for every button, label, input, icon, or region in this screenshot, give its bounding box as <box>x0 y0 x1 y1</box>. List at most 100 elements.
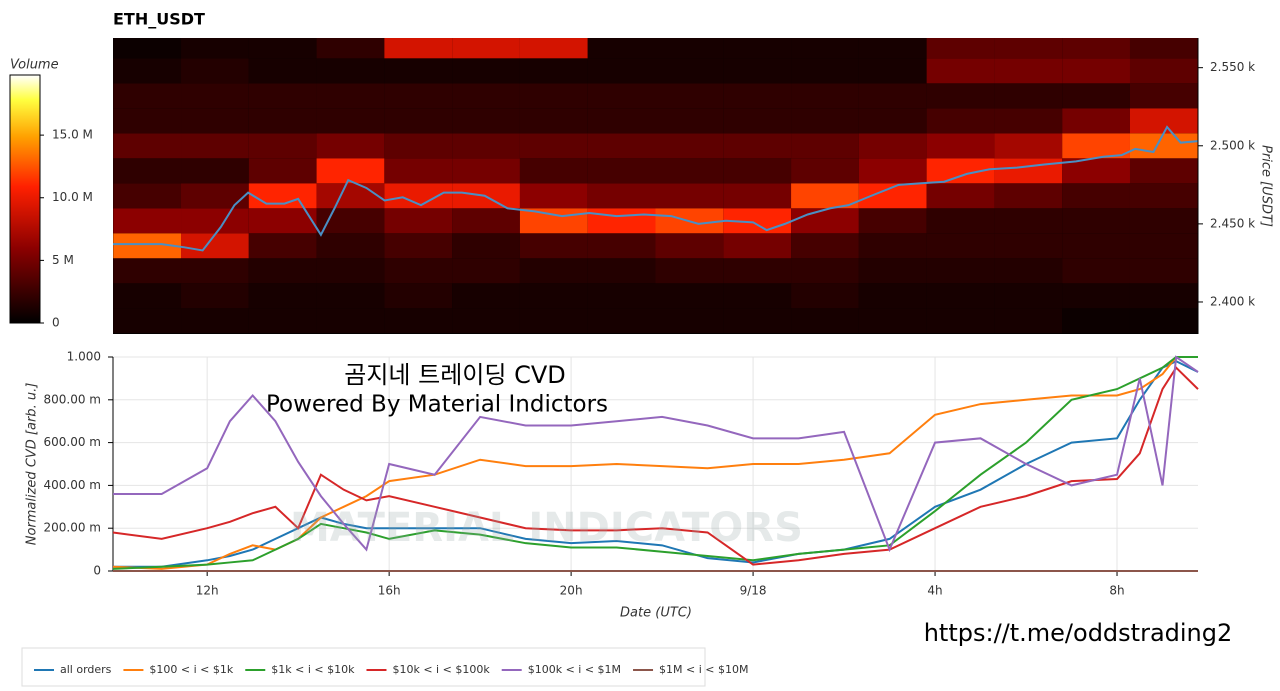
heat-cell <box>113 283 182 309</box>
heat-cell <box>791 83 859 109</box>
x-tick-label: 9/18 <box>740 584 767 598</box>
heat-cell <box>113 133 182 159</box>
heat-cell <box>994 308 1063 334</box>
heat-cell <box>248 108 317 134</box>
heat-cell <box>181 83 249 109</box>
heat-cell <box>1129 38 1198 59</box>
y-tick-label: 600.00 m <box>44 435 102 449</box>
x-axis-title: Date (UTC) <box>620 606 692 621</box>
x-tick-label: 8h <box>1109 584 1124 598</box>
heat-cell <box>1062 283 1130 309</box>
annotation: Powered By Material Indictors <box>266 392 608 418</box>
price-line <box>113 125 1199 252</box>
heat-cell <box>452 208 520 234</box>
heat-cell <box>994 208 1063 234</box>
heat-cell <box>1129 58 1198 84</box>
heat-cell <box>994 83 1063 109</box>
heat-cell <box>113 183 182 209</box>
heat-cell <box>723 133 792 159</box>
heat-cell <box>926 258 995 284</box>
heat-cell <box>926 183 995 209</box>
heat-cell <box>587 108 656 134</box>
heat-cell <box>723 83 792 109</box>
heat-cell <box>452 233 520 259</box>
heat-cell <box>587 233 656 259</box>
y-tick-label: 0 <box>93 564 101 578</box>
heat-cell <box>181 108 249 134</box>
heat-cell <box>723 283 792 309</box>
heat-cell <box>248 233 317 259</box>
heat-cell <box>316 38 385 59</box>
heat-cell <box>926 58 995 84</box>
heat-cell <box>926 233 995 259</box>
heat-cell <box>655 283 724 309</box>
heat-cell <box>791 233 859 259</box>
y-tick-label: 2.400 k <box>1210 294 1255 308</box>
heat-cell <box>723 258 792 284</box>
heat-cell <box>1062 183 1130 209</box>
heat-cell <box>452 258 520 284</box>
heat-cell <box>926 208 995 234</box>
y-axis-title: Normalized CVD [arb. u.] <box>25 383 40 546</box>
heat-cell <box>452 308 520 334</box>
heat-cell <box>994 158 1063 184</box>
colorbar <box>9 74 41 324</box>
y-tick-label: 200.00 m <box>44 521 102 535</box>
legend-label: $1M < i < $10M <box>659 663 748 676</box>
heat-cell <box>655 83 724 109</box>
y-axis-title: Price [USDT] <box>1259 145 1274 227</box>
heat-cell <box>316 83 385 109</box>
heat-cell <box>113 258 182 284</box>
heat-cell <box>519 58 588 84</box>
heat-cell <box>519 183 588 209</box>
heat-cell <box>994 258 1063 284</box>
heat-cell <box>858 233 927 259</box>
heat-cell <box>519 133 588 159</box>
heat-cell <box>519 283 588 309</box>
heat-cell <box>1129 83 1198 109</box>
heat-cell <box>113 58 182 84</box>
heat-cell <box>1062 58 1130 84</box>
heat-cell <box>1062 308 1130 334</box>
heat-cell <box>181 158 249 184</box>
y-tick-label: 800.00 m <box>44 392 102 406</box>
heat-cell <box>452 38 520 59</box>
heat-cell <box>723 308 792 334</box>
heat-cell <box>181 38 249 59</box>
y-tick-label: 2.450 k <box>1210 216 1255 230</box>
heat-cell <box>655 133 724 159</box>
heat-cell <box>791 308 859 334</box>
colorbar-tick-label: 15.0 M <box>52 128 93 142</box>
heat-cell <box>926 283 995 309</box>
heat-cell <box>181 208 249 234</box>
heat-cell <box>858 133 927 159</box>
heat-cell <box>858 83 927 109</box>
watermark: MATERIAL INDICATORS <box>290 505 803 551</box>
heat-cell <box>791 58 859 84</box>
heat-cell <box>791 108 859 134</box>
heat-cell <box>248 208 317 234</box>
heat-cell <box>452 283 520 309</box>
heat-cell <box>1129 258 1198 284</box>
heat-cell <box>791 38 859 59</box>
legend-label: $100 < i < $1k <box>149 663 233 676</box>
heat-cell <box>181 283 249 309</box>
heat-cell <box>587 83 656 109</box>
heat-cell <box>248 58 317 84</box>
heat-cell <box>248 133 317 159</box>
heat-cell <box>723 158 792 184</box>
heat-cell <box>384 208 453 234</box>
heat-cell <box>181 258 249 284</box>
heat-cell <box>384 108 453 134</box>
y-tick-label: 2.500 k <box>1210 138 1255 152</box>
heat-cell <box>587 283 656 309</box>
colorbar-tick-label: 0 <box>52 316 60 330</box>
heat-cell <box>452 83 520 109</box>
heat-cell <box>1062 208 1130 234</box>
heat-cell <box>316 108 385 134</box>
heat-cell <box>1129 308 1198 334</box>
heat-cell <box>113 108 182 134</box>
heat-cell <box>1129 183 1198 209</box>
heat-cell <box>384 158 453 184</box>
heat-cell <box>858 38 927 59</box>
